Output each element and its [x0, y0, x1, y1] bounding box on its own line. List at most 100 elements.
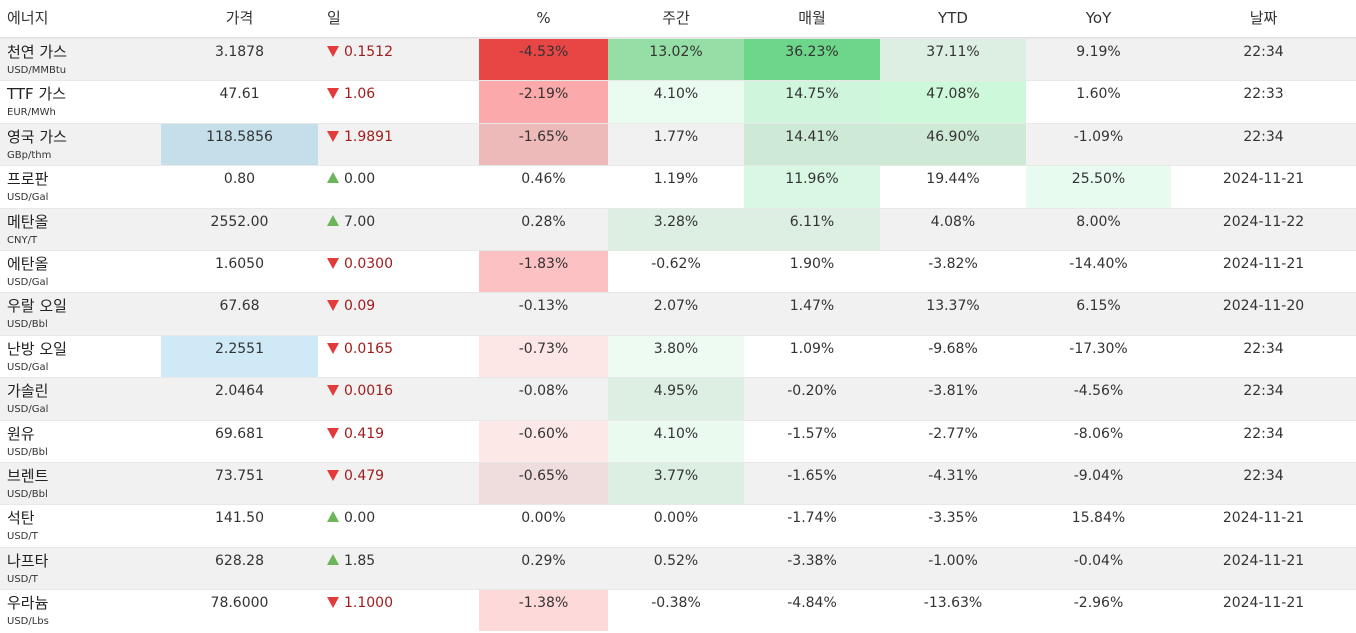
commodity-name-cell[interactable]: 가솔린 USD/Gal — [0, 378, 161, 419]
commodity-name-cell[interactable]: 메탄올 CNY/T — [0, 209, 161, 250]
table-row[interactable]: 난방 오일 USD/Gal 2.2551 0.0165 -0.73% 3.80% 1.09%… — [0, 334, 1356, 378]
weekly-change-cell: 0.00% — [608, 505, 744, 546]
commodity-name-link[interactable]: 가솔린 — [7, 382, 49, 401]
table-row[interactable]: 영국 가스 GBp/thm 118.5856 1.9891 -1.65% 1.77% 14.… — [0, 122, 1356, 166]
monthly-change-cell: 1.47% — [744, 293, 880, 334]
header-energy[interactable]: 에너지 — [7, 9, 49, 27]
table-row[interactable]: 우랄 오일 USD/Bbl 67.68 0.09 -0.13% 2.07% 1.47% 13.… — [0, 292, 1356, 335]
commodity-name-cell[interactable]: 브렌트 USD/Bbl — [0, 463, 161, 504]
ytd-change-cell: -9.68% — [880, 336, 1026, 377]
price-value: 73.751 — [215, 467, 264, 484]
commodity-name-link[interactable]: 나프타 — [7, 551, 49, 570]
commodity-name-link[interactable]: 난방 오일 — [7, 339, 67, 358]
commodity-name-link[interactable]: 천연 가스 — [7, 43, 67, 61]
commodity-name-link[interactable]: 우랄 오일 — [7, 297, 67, 316]
commodity-name-link[interactable]: 프로판 — [7, 170, 49, 189]
price-value: 2.0464 — [215, 383, 264, 400]
triangle-up-icon — [327, 511, 339, 523]
header-date[interactable]: 날짜 — [1249, 9, 1278, 27]
ytd-change-cell: -4.31% — [880, 463, 1026, 504]
header-percent[interactable]: % — [536, 9, 551, 27]
header-ytd[interactable]: YTD — [938, 9, 968, 27]
monthly-change-cell: 14.75% — [744, 81, 880, 123]
table-row[interactable]: TTF 가스 EUR/MWh 47.61 1.06 -2.19% 4.10% 14.75% 4… — [0, 80, 1356, 123]
commodity-name-cell[interactable]: 에탄올 USD/Gal — [0, 251, 161, 292]
day-change-cell: 0.419 — [318, 421, 479, 462]
price-value: 2.2551 — [215, 340, 264, 357]
day-change-cell: 0.1512 — [318, 39, 479, 80]
header-weekly[interactable]: 주간 — [662, 9, 690, 27]
table-row[interactable]: 가솔린 USD/Gal 2.0464 0.0016 -0.08% 4.95% -0.20% -… — [0, 377, 1356, 420]
commodity-name-link[interactable]: 석탄 — [7, 509, 35, 528]
table-row[interactable]: 석탄 USD/T 141.50 0.00 0.00% 0.00% -1.74% -3.35% 1… — [0, 504, 1356, 547]
table-row[interactable]: 에탄올 USD/Gal 1.6050 0.0300 -1.83% -0.62% 1.90% -… — [0, 249, 1356, 293]
date-cell: 2024-11-21 — [1171, 548, 1356, 589]
header-monthly[interactable]: 매월 — [798, 9, 826, 27]
commodity-name-cell[interactable]: 나프타 USD/T — [0, 548, 161, 589]
commodity-name-link[interactable]: TTF 가스 — [7, 85, 67, 104]
commodity-name-link[interactable]: 영국 가스 — [7, 127, 67, 146]
percent-change-value: 0.28% — [521, 213, 566, 230]
commodity-name-link[interactable]: 브렌트 — [7, 466, 49, 485]
table-row[interactable]: 천연 가스 USD/MMBtu 3.1878 0.1512 -4.53% 13.02% 36… — [0, 38, 1356, 81]
ytd-change-value: 19.44% — [926, 171, 980, 188]
monthly-change-value: 1.09% — [789, 340, 835, 357]
commodity-name-link[interactable]: 메탄올 — [7, 212, 49, 231]
weekly-change-value: 3.80% — [653, 340, 699, 357]
commodity-name-cell[interactable]: 석탄 USD/T — [0, 505, 161, 546]
day-change-cell: 0.479 — [318, 463, 479, 504]
percent-change-cell: 0.00% — [479, 505, 608, 546]
yoy-change-value: 1.60% — [1076, 86, 1121, 103]
percent-change-value: 0.29% — [521, 552, 566, 569]
triangle-down-icon — [327, 469, 339, 481]
table-row[interactable]: 메탄올 CNY/T 2552.00 7.00 0.28% 3.28% 6.11% 4.08% 8… — [0, 207, 1356, 250]
commodity-name-cell[interactable]: 프로판 USD/Gal — [0, 166, 161, 207]
yoy-change-value: -0.04% — [1073, 552, 1124, 569]
monthly-change-cell: 1.90% — [744, 251, 880, 292]
ytd-change-value: -3.35% — [928, 510, 978, 527]
date-cell: 22:34 — [1171, 336, 1356, 377]
header-yoy[interactable]: YoY — [1085, 9, 1112, 27]
monthly-change-value: 11.96% — [785, 171, 839, 188]
day-change-value: 1.1000 — [344, 595, 393, 612]
commodity-name-cell[interactable]: 원유 USD/Bbl — [0, 421, 161, 462]
day-change-cell: 0.0300 — [318, 251, 479, 292]
header-price[interactable]: 가격 — [225, 9, 254, 27]
commodity-name-cell[interactable]: 천연 가스 USD/MMBtu — [0, 39, 161, 80]
commodity-name-link[interactable]: 우라늄 — [7, 594, 49, 613]
commodity-name-cell[interactable]: 난방 오일 USD/Gal — [0, 336, 161, 377]
percent-change-value: -2.19% — [518, 86, 569, 103]
commodity-name-cell[interactable]: 영국 가스 GBp/thm — [0, 124, 161, 165]
ytd-change-cell: 4.08% — [880, 209, 1026, 250]
commodity-name-cell[interactable]: 우라늄 USD/Lbs — [0, 590, 161, 631]
commodity-name-link[interactable]: 에탄올 — [7, 254, 49, 273]
table-row[interactable]: 나프타 USD/T 628.28 1.85 0.29% 0.52% -3.38% -1.00%… — [0, 546, 1356, 590]
yoy-change-cell: 1.60% — [1026, 81, 1171, 122]
commodity-name-cell[interactable]: TTF 가스 EUR/MWh — [0, 81, 161, 122]
triangle-up-icon — [327, 214, 339, 226]
monthly-change-value: -1.65% — [787, 467, 837, 484]
table-row[interactable]: 우라늄 USD/Lbs 78.6000 1.1000 -1.38% -0.38% -4.84… — [0, 589, 1356, 632]
commodity-name-link[interactable]: 원유 — [7, 424, 35, 443]
day-change-value: 0.00 — [344, 510, 376, 527]
table-row[interactable]: 브렌트 USD/Bbl 73.751 0.479 -0.65% 3.77% -1.65% -4… — [0, 461, 1356, 505]
percent-change-value: 0.46% — [521, 171, 566, 188]
triangle-up-icon — [327, 553, 339, 565]
ytd-change-value: 47.08% — [926, 86, 980, 103]
ytd-change-value: -13.63% — [923, 595, 983, 612]
percent-change-cell: -2.19% — [479, 81, 608, 123]
date-cell: 2024-11-22 — [1171, 209, 1356, 250]
commodity-unit: USD/Lbs — [7, 616, 49, 628]
table-row[interactable]: 프로판 USD/Gal 0.80 0.00 0.46% 1.19% 11.96% 19.44%… — [0, 165, 1356, 208]
table-row[interactable]: 원유 USD/Bbl 69.681 0.419 -0.60% 4.10% -1.57% -2.… — [0, 419, 1356, 462]
ytd-change-value: -2.77% — [928, 425, 978, 442]
percent-change-value: -1.38% — [518, 595, 569, 612]
commodity-name-cell[interactable]: 우랄 오일 USD/Bbl — [0, 293, 161, 334]
price-cell: 1.6050 — [161, 251, 318, 292]
percent-change-cell: -0.13% — [479, 293, 608, 334]
header-day[interactable]: 일 — [327, 9, 341, 27]
price-cell: 2552.00 — [161, 209, 318, 250]
percent-change-cell: -1.65% — [479, 123, 608, 166]
date-value: 2024-11-21 — [1222, 255, 1305, 272]
weekly-change-cell: -0.38% — [608, 590, 744, 631]
